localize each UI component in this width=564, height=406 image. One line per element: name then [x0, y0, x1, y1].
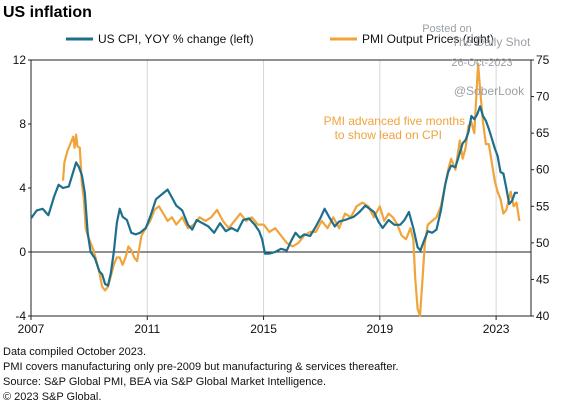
left-tick-label: -4	[15, 309, 26, 323]
x-tick-label: 2023	[483, 322, 510, 336]
chart-annotation: PMI advanced five months to show lead on…	[324, 114, 465, 142]
footnotes: Data compiled October 2023. PMI covers m…	[3, 346, 399, 403]
right-tick-label: 45	[536, 272, 550, 286]
left-axis-ticks: 12 8 4 0 -4	[13, 53, 31, 323]
watermark-line-1: Posted on	[422, 23, 472, 35]
footnote-3: Source: S&P Global PMI, BEA via S&P Glob…	[3, 376, 326, 388]
plot-frame	[30, 59, 532, 317]
x-tick-label: 2019	[366, 322, 393, 336]
x-tick-label: 2011	[134, 322, 160, 336]
series-line-cpi	[30, 105, 518, 287]
x-tick-label: 2015	[250, 322, 277, 336]
left-tick-label: 8	[19, 117, 26, 131]
watermark: Posted on The Daily Shot 26-Oct-2023 @So…	[422, 23, 531, 98]
right-tick-label: 55	[536, 199, 550, 213]
left-tick-label: 4	[19, 181, 26, 195]
x-axis-ticks: 2007 2011 2015 2019 2023	[18, 316, 510, 336]
x-tick-label: 2007	[18, 322, 45, 336]
footnote-4: © 2023 S&P Global.	[3, 391, 101, 403]
watermark-handle: @SoberLook	[454, 84, 525, 98]
footnote-2: PMI covers manufacturing only pre-2009 b…	[3, 361, 399, 373]
annotation-line-2: to show lead on CPI	[335, 128, 442, 142]
watermark-line-2: The Daily Shot	[452, 35, 531, 49]
left-tick-label: 0	[19, 245, 26, 259]
right-tick-label: 40	[536, 309, 550, 323]
footnote-1: Data compiled October 2023.	[3, 346, 146, 358]
chart-title: US inflation	[3, 4, 92, 21]
left-tick-label: 12	[13, 53, 27, 67]
legend-label-pmi: PMI Output Prices (right)	[362, 32, 494, 46]
legend-label-cpi: US CPI, YOY % change (left)	[98, 32, 254, 46]
series-layer	[30, 62, 521, 318]
right-tick-label: 65	[536, 126, 550, 140]
series-line-pmi	[61, 62, 521, 318]
right-tick-label: 70	[536, 90, 550, 104]
right-tick-label: 50	[536, 236, 550, 250]
legend: US CPI, YOY % change (left) PMI Output P…	[66, 32, 494, 46]
annotation-line-1: PMI advanced five months	[324, 114, 465, 128]
right-tick-label: 60	[536, 163, 550, 177]
right-tick-label: 75	[536, 53, 550, 67]
watermark-line-3: 26-Oct-2023	[451, 57, 512, 69]
right-axis-ticks: 75 70 65 60 55 50 45 40	[531, 53, 550, 323]
